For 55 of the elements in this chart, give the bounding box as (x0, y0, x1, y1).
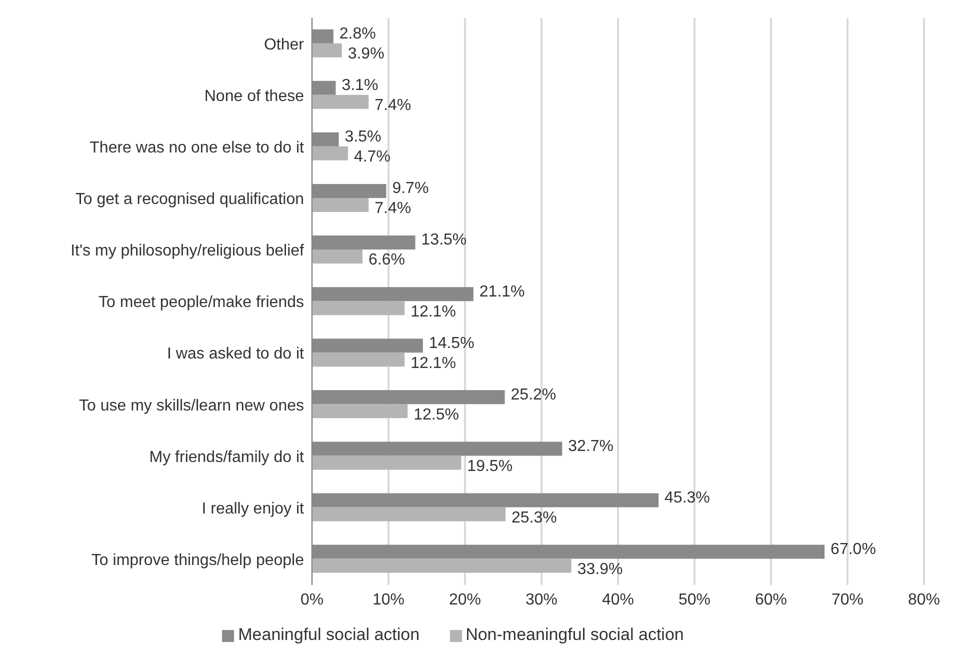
data-label: 12.1% (410, 303, 456, 320)
data-label: 7.4% (374, 97, 412, 114)
data-label: 7.4% (374, 200, 412, 218)
bar (312, 404, 408, 418)
data-label: 45.3% (664, 489, 710, 506)
data-label: 9.7% (392, 180, 429, 198)
y-tick-label: To meet people/make friends (98, 294, 304, 312)
bar (312, 352, 405, 367)
bar (312, 507, 506, 522)
y-tick-label: I was asked to do it (167, 346, 305, 363)
data-label: 21.1% (479, 283, 525, 300)
x-tick-label: 50% (678, 591, 711, 608)
data-label: 25.2% (510, 386, 556, 404)
x-tick-label: 0% (300, 591, 324, 608)
y-tick-label: There was no one else to do it (90, 140, 305, 157)
x-tick-label: 40% (602, 591, 634, 608)
x-tick-label: 80% (908, 591, 940, 608)
y-tick-label: To use my skills/learn new ones (79, 397, 304, 414)
legend-label: Meaningful social action (238, 625, 420, 644)
data-label: 32.7% (568, 438, 614, 455)
y-tick-label: I really enjoy it (202, 500, 305, 518)
x-tick-label: 20% (448, 591, 482, 608)
bar (312, 94, 369, 109)
bar (312, 146, 348, 160)
bar (312, 456, 462, 470)
data-label: 3.5% (344, 128, 382, 146)
bar (312, 250, 362, 264)
x-tick-label: 30% (525, 591, 558, 608)
bar (312, 558, 572, 573)
data-label: 33.9% (577, 561, 623, 578)
y-tick-label: To get a recognised qualification (75, 191, 304, 208)
data-label: 25.3% (512, 509, 557, 526)
data-label: 12.5% (414, 406, 459, 424)
data-label: 3.9% (348, 46, 384, 63)
y-tick-label: It's my philosophy/religious belief (70, 242, 305, 260)
x-tick-label: 60% (754, 591, 788, 608)
data-label: 67.0% (830, 541, 876, 558)
data-label: 3.1% (342, 77, 378, 94)
data-label: 19.5% (467, 458, 513, 475)
y-tick-label: Other (264, 36, 305, 54)
bar (312, 43, 342, 58)
data-label: 4.7% (354, 148, 390, 166)
data-label: 6.6% (368, 252, 405, 269)
legend-label: Non-meaningful social action (466, 625, 684, 644)
data-label: 12.1% (410, 354, 456, 372)
y-tick-label: My friends/family do it (149, 448, 305, 466)
data-label: 2.8% (339, 26, 376, 43)
bar (312, 198, 369, 212)
y-tick-label: None of these (204, 88, 304, 105)
x-tick-label: 70% (831, 591, 864, 608)
x-tick-label: 10% (372, 591, 405, 608)
data-label: 14.5% (428, 334, 474, 352)
data-label: 13.5% (421, 232, 467, 249)
y-tick-label: To improve things/help people (91, 552, 304, 569)
bar (312, 301, 405, 316)
